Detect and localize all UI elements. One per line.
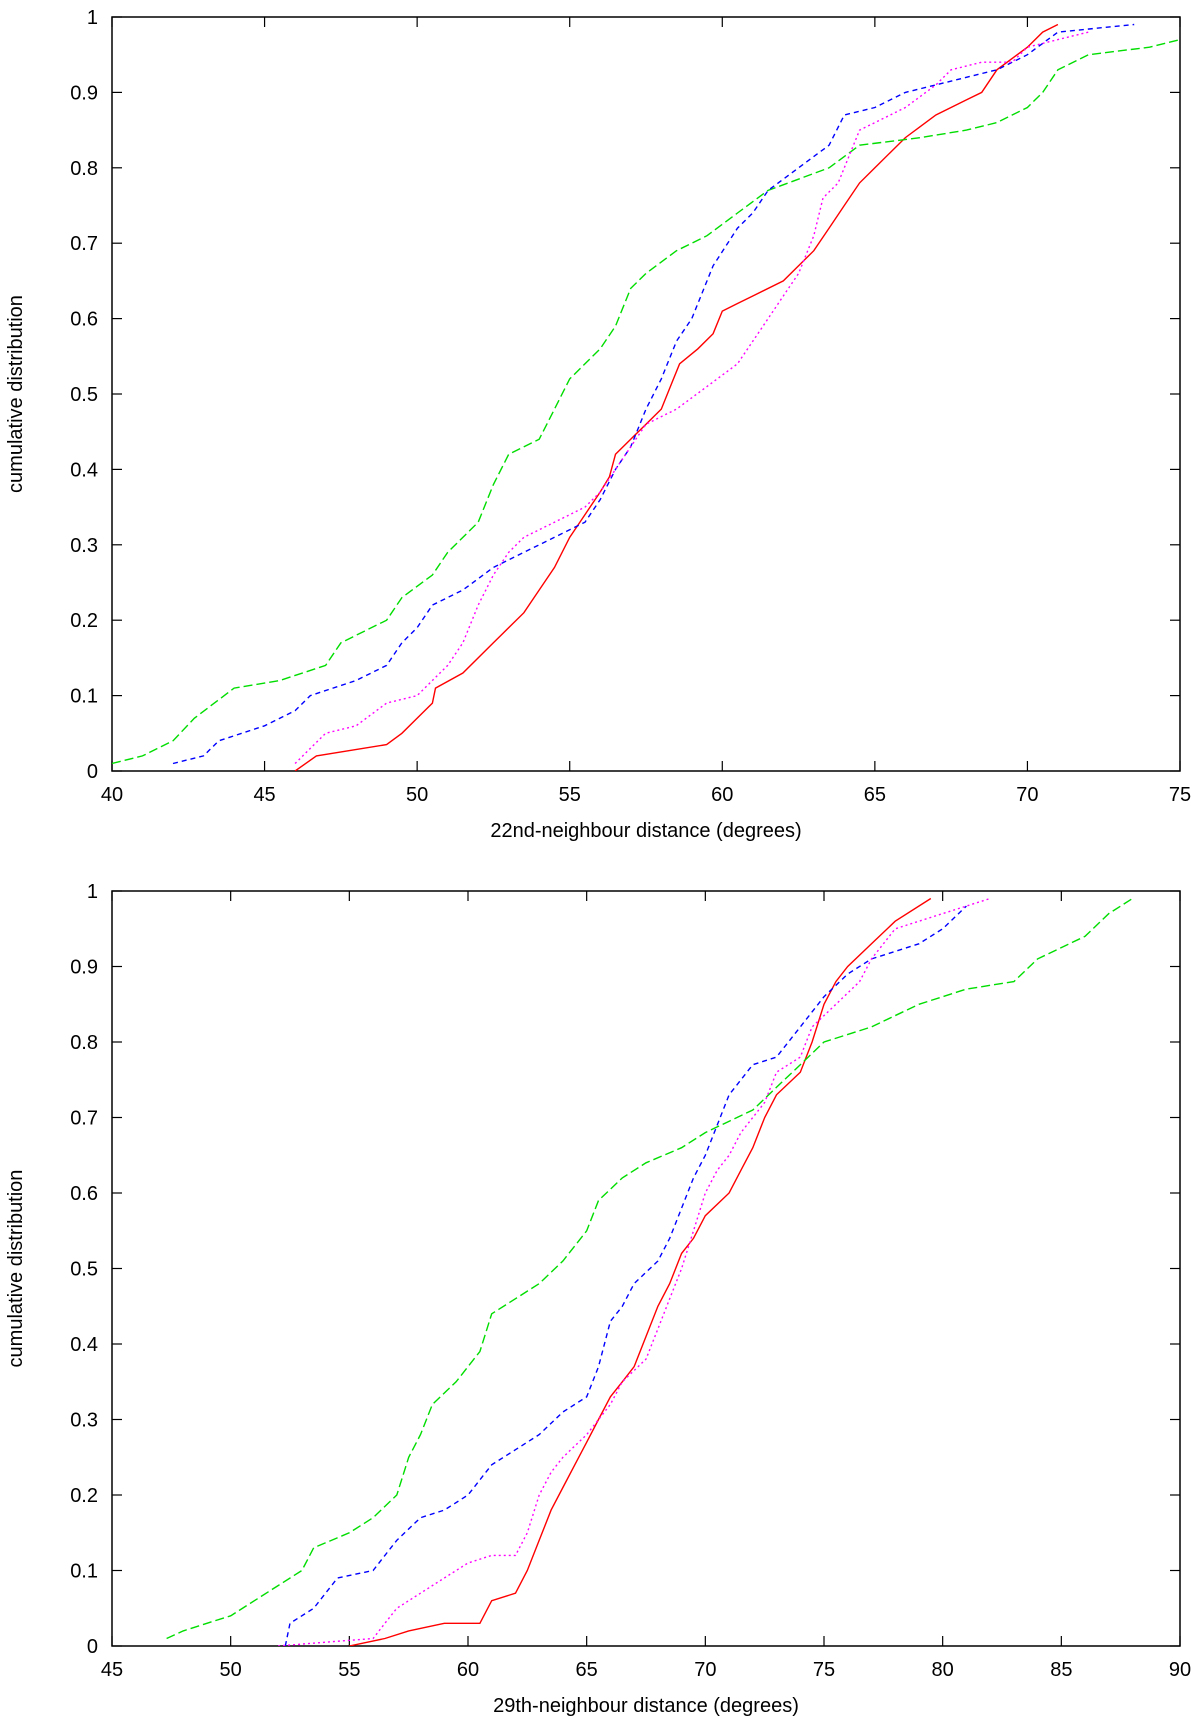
- y-tick-label: 0.7: [70, 233, 98, 255]
- y-tick-label: 0.7: [70, 1108, 98, 1130]
- x-tick-label: 60: [711, 784, 733, 806]
- y-tick-label: 0.1: [70, 1561, 98, 1583]
- x-tick-label: 45: [253, 784, 275, 806]
- y-tick-label: 0.2: [70, 1485, 98, 1507]
- y-tick-label: 0.6: [70, 309, 98, 331]
- x-tick-label: 70: [1016, 784, 1038, 806]
- chart-panel-22nd-neighbour: 40 45 50 55 60 65 70 75 0 0.1 0.2 0.3 0.4 0.5 0.6 0.7 0.…: [5, 7, 1191, 842]
- y-tick-label: 0.4: [70, 1334, 98, 1356]
- chart-panel-29th-neighbour: 45 50 55 60 65 70 75 80 85 90 0 0.1 0.2 0.3 0.4 0.5 0.6 0…: [5, 881, 1191, 1717]
- series-line-2: [284, 905, 967, 1646]
- series-line-1: [112, 38, 1180, 765]
- y-tick-label: 0.6: [70, 1183, 98, 1205]
- y-tick-label: 0.9: [70, 957, 98, 979]
- series-line-1: [166, 897, 1133, 1640]
- series-line-3: [278, 897, 991, 1646]
- x-tick-label: 90: [1169, 1659, 1191, 1681]
- y-tick-label: 0.3: [70, 535, 98, 557]
- x-tick-label: 80: [932, 1659, 954, 1681]
- series-line-0: [349, 897, 932, 1646]
- y-tick-label: 0.3: [70, 1410, 98, 1432]
- plot-frame: [111, 890, 1181, 1647]
- x-axis-label: 22nd-neighbour distance (degrees): [490, 820, 801, 842]
- x-tick-label: 60: [457, 1659, 479, 1681]
- x-tick-label: 75: [1169, 784, 1191, 806]
- y-tick-label: 0.5: [70, 384, 98, 406]
- plot-frame: [111, 16, 1181, 772]
- x-tick-label: 55: [559, 784, 581, 806]
- y-tick-label: 0.2: [70, 610, 98, 632]
- x-axis-label: 29th-neighbour distance (degrees): [493, 1695, 799, 1717]
- x-tick-label: 65: [864, 784, 886, 806]
- y-tick-label: 0.4: [70, 459, 98, 481]
- y-axis-label: cumulative distribution: [5, 295, 27, 493]
- series-line-0: [294, 23, 1059, 771]
- x-tick-label: 50: [406, 784, 428, 806]
- x-tick-label: 75: [813, 1659, 835, 1681]
- x-tick-label: 70: [694, 1659, 716, 1681]
- x-tick-label: 40: [101, 784, 123, 806]
- y-tick-label: 0.1: [70, 686, 98, 708]
- series-line-3: [294, 31, 1089, 764]
- y-tick-label: 0: [87, 1636, 98, 1658]
- y-tick-label: 0.8: [70, 1032, 98, 1054]
- series-line-2: [172, 23, 1135, 765]
- x-tick-label: 55: [338, 1659, 360, 1681]
- x-tick-label: 85: [1050, 1659, 1072, 1681]
- y-axis-label: cumulative distribution: [5, 1170, 27, 1368]
- x-tick-label: 65: [576, 1659, 598, 1681]
- y-tick-label: 1: [87, 7, 98, 29]
- y-tick-label: 0: [87, 761, 98, 783]
- x-tick-label: 50: [220, 1659, 242, 1681]
- y-tick-label: 0.5: [70, 1259, 98, 1281]
- y-tick-label: 1: [87, 881, 98, 903]
- y-tick-label: 0.8: [70, 158, 98, 180]
- x-tick-label: 45: [101, 1659, 123, 1681]
- y-tick-label: 0.9: [70, 82, 98, 104]
